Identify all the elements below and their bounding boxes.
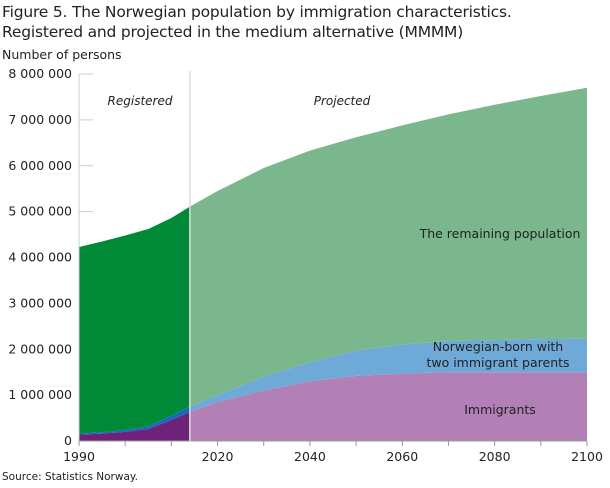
- area-projected-series-0: [189, 372, 587, 441]
- y-axis-label: Number of persons: [2, 47, 122, 62]
- y-tick-label: 5 000 000: [8, 204, 72, 219]
- series-label-remaining: The remaining population: [419, 226, 581, 241]
- x-tick-label: 2100: [571, 449, 603, 464]
- y-tick-label: 4 000 000: [8, 250, 72, 265]
- source-note: Source: Statistics Norway.: [2, 471, 138, 483]
- y-tick-label: 0: [64, 433, 72, 448]
- area-registered-series-1: [79, 406, 190, 435]
- y-tick-label: 1 000 000: [8, 387, 72, 402]
- area-projected-series-2: [189, 87, 587, 407]
- area-projected-series-1: [189, 338, 587, 413]
- x-tick-label: 2060: [386, 449, 418, 464]
- series-label-immigrants: Immigrants: [464, 402, 536, 417]
- x-tick-label: 2080: [479, 449, 511, 464]
- y-tick-label: 2 000 000: [8, 341, 72, 356]
- x-tick-label: 2040: [294, 449, 326, 464]
- x-tick-label: 2020: [202, 449, 234, 464]
- y-tick-label: 8 000 000: [8, 66, 72, 81]
- y-tick-label: 7 000 000: [8, 112, 72, 127]
- area-registered-series-0: [79, 412, 190, 441]
- registered-label: Registered: [108, 94, 173, 108]
- title-line-1: Figure 5. The Norwegian population by im…: [2, 3, 512, 21]
- title-line-2: Registered and projected in the medium a…: [2, 23, 464, 41]
- series-label-norwegian-born-2: two immigrant parents: [426, 355, 569, 370]
- y-tick-label: 6 000 000: [8, 158, 72, 173]
- area-registered-series-2: [79, 206, 190, 434]
- chart-title: Figure 5. The Norwegian population by im…: [2, 2, 512, 42]
- y-tick-label: 3 000 000: [8, 295, 72, 310]
- x-tick-label: 1990: [63, 449, 95, 464]
- series-label-norwegian-born-1: Norwegian-born with: [433, 339, 563, 354]
- projected-label: Projected: [314, 94, 371, 108]
